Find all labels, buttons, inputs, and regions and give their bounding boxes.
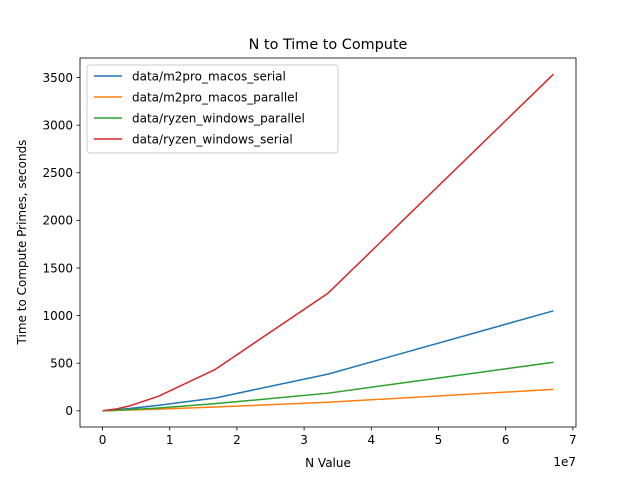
legend-label-2: data/ryzen_windows_parallel [132,111,305,125]
x-tick-label: 6 [502,433,510,447]
x-tick-label: 5 [435,433,443,447]
plot-area [102,73,554,412]
y-axis: 0 500 1000 1500 2000 2500 3000 3500 [42,71,80,418]
y-tick-label: 0 [65,404,73,418]
y-tick-label: 3500 [42,71,73,85]
y-tick-label: 500 [50,356,73,370]
series-line-3 [102,73,554,412]
x-tick-label: 4 [367,433,375,447]
y-tick-label: 2000 [42,214,73,228]
x-axis-offset-label: 1e7 [553,455,576,469]
chart-title: N to Time to Compute [249,37,408,53]
y-axis-title: Time to Compute Primes, seconds [15,140,29,346]
x-tick-label: 3 [300,433,308,447]
x-tick-label: 1 [166,433,174,447]
x-tick-label: 7 [569,433,577,447]
y-tick-label: 3000 [42,118,73,132]
x-axis-title: N Value [305,456,351,470]
legend: data/m2pro_macos_serial data/m2pro_macos_… [86,64,339,154]
y-tick-label: 2500 [42,166,73,180]
legend-label-0: data/m2pro_macos_serial [132,69,286,83]
x-tick-label: 2 [233,433,241,447]
legend-box [86,64,339,154]
x-axis: 0 1 2 3 4 5 6 7 [99,427,577,447]
series-line-2 [102,361,554,412]
y-tick-label: 1500 [42,261,73,275]
x-tick-label: 0 [99,433,107,447]
axes-frame [79,57,577,428]
legend-label-3: data/ryzen_windows_serial [132,132,293,146]
legend-label-1: data/m2pro_macos_parallel [132,90,298,104]
y-tick-label: 1000 [42,309,73,323]
